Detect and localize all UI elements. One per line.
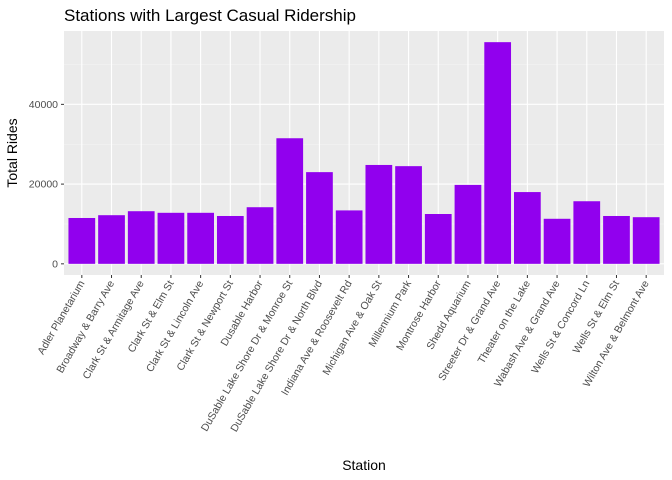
bar-4 (157, 212, 185, 264)
bar-17 (543, 218, 571, 264)
bar-9 (306, 172, 333, 264)
x-axis-title: Station (342, 457, 386, 473)
bar-3 (127, 211, 155, 264)
bar-2 (98, 215, 125, 264)
bar-11 (365, 164, 393, 264)
bar-10 (335, 210, 363, 264)
bar-12 (395, 166, 422, 264)
bar-6 (216, 215, 244, 264)
y-tick-label: 40000 (29, 99, 58, 111)
bar-14 (454, 184, 482, 264)
bar-18 (573, 201, 601, 264)
bar-8 (276, 138, 304, 264)
y-tick-label: 20000 (29, 179, 58, 191)
bar-15 (484, 42, 512, 264)
bar-20 (632, 217, 660, 264)
y-tick-label: 0 (52, 258, 58, 270)
bar-16 (514, 192, 541, 264)
bars (68, 42, 660, 264)
bar-1 (68, 217, 96, 264)
x-tick-label: Theater on the Lake (476, 278, 533, 366)
y-axis: 0 20000 40000 (29, 99, 64, 270)
bar-13 (424, 214, 452, 264)
x-tick-label: Clark St & Newport St (174, 278, 235, 373)
bar-5 (187, 212, 214, 264)
y-axis-title: Total Rides (4, 118, 20, 187)
chart-title: Stations with Largest Casual Ridership (64, 6, 356, 25)
bar-7 (246, 207, 274, 264)
bar-19 (603, 215, 630, 264)
